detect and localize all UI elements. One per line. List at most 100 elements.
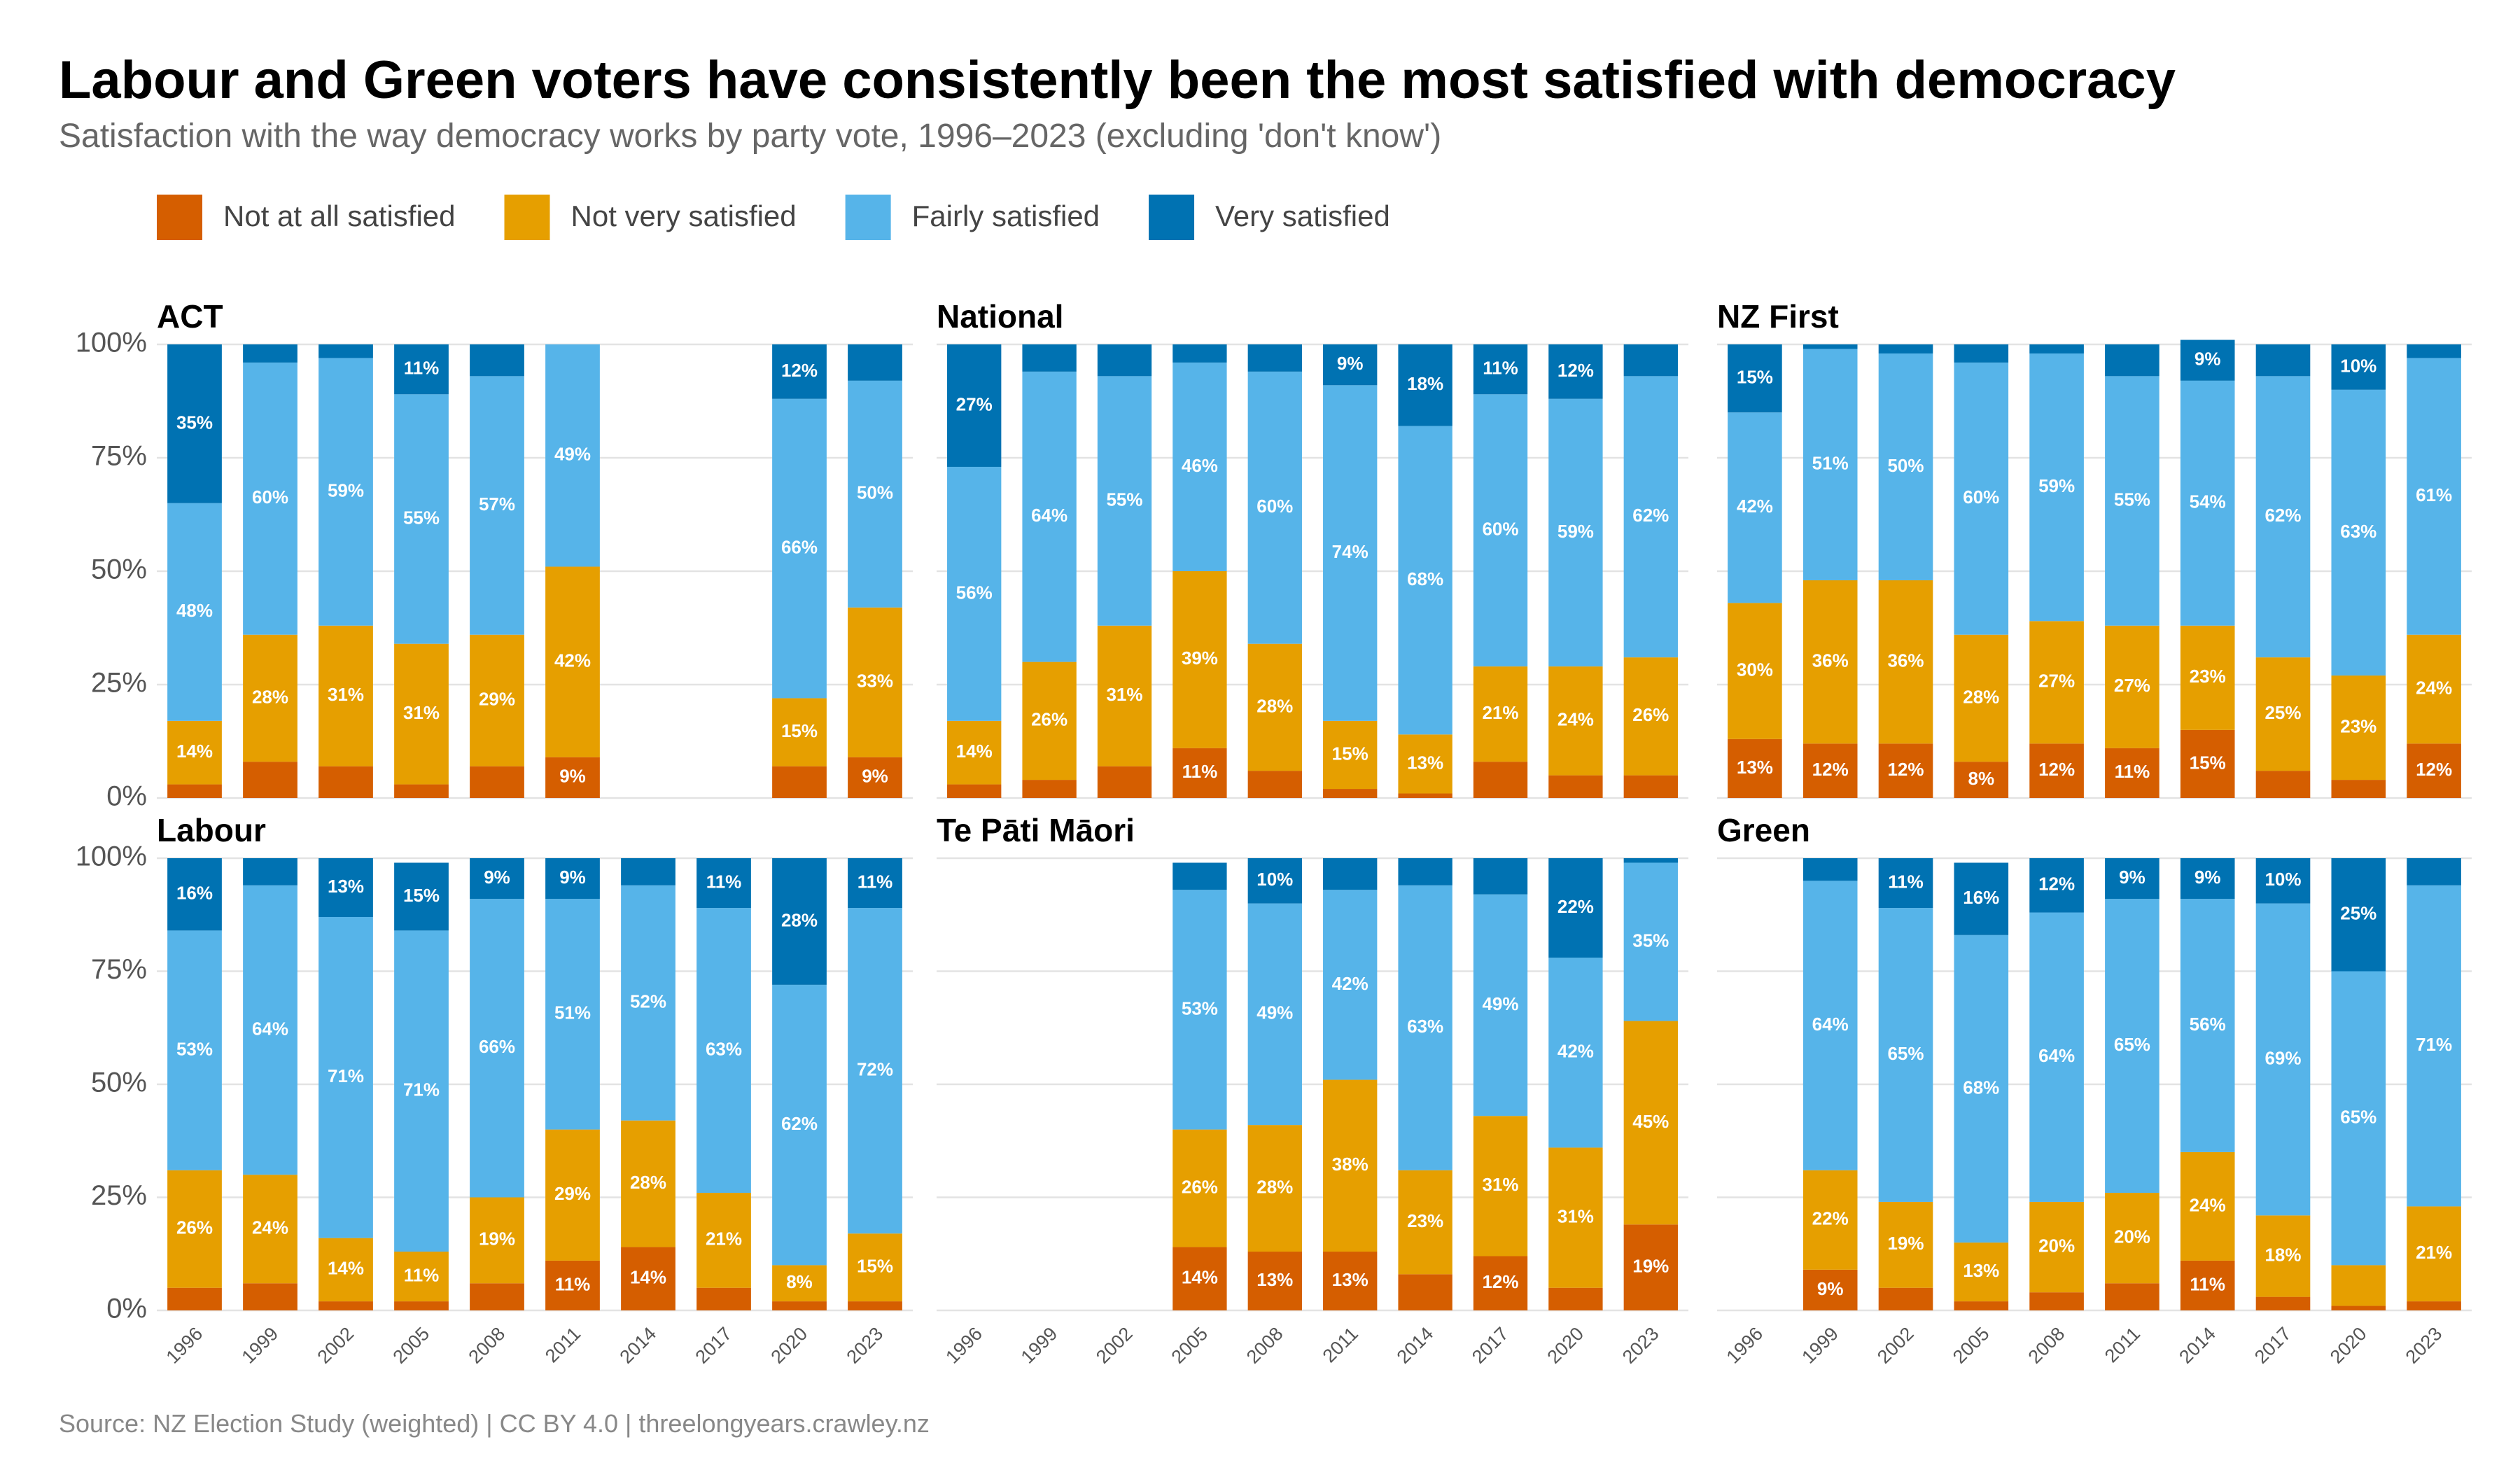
data-label: 18%: [2264, 1244, 2301, 1265]
bar-segment: [394, 394, 449, 644]
bar-segment: [1802, 743, 1858, 798]
data-label: 33%: [857, 671, 893, 692]
bar-segment: [1802, 580, 1858, 744]
data-label: 23%: [1407, 1210, 1443, 1231]
legend-swatch: [845, 195, 891, 240]
bar-segment: [2029, 1292, 2084, 1310]
bar-segment: [470, 766, 524, 798]
bar-segment: [1398, 1274, 1452, 1310]
data-label: 51%: [1812, 453, 1849, 474]
bar-segment: [2105, 858, 2160, 899]
data-label: 23%: [2340, 715, 2376, 736]
bar-segment: [2407, 634, 2461, 744]
y-tick-label: 100%: [76, 841, 147, 872]
bar-segment: [1247, 1125, 1302, 1252]
data-label: 9%: [2194, 867, 2221, 888]
data-label: 20%: [2038, 1235, 2075, 1256]
data-label: 49%: [554, 444, 591, 465]
bar-segment: [1954, 1301, 2009, 1310]
data-label: 15%: [403, 885, 440, 906]
data-label: 26%: [176, 1217, 213, 1238]
bar-segment: [2029, 353, 2084, 622]
data-label: 49%: [1256, 1002, 1293, 1023]
data-label: 59%: [328, 479, 364, 500]
bar-segment: [1172, 344, 1227, 363]
bar-segment: [2255, 1215, 2311, 1297]
bar-segment: [1473, 762, 1528, 798]
bar-segment: [545, 344, 600, 567]
data-label: 12%: [2038, 759, 2075, 780]
bar-segment: [1172, 890, 1227, 1130]
bar-segment: [545, 1129, 600, 1261]
bar-segment: [318, 1238, 373, 1302]
x-tick-label: 2023: [843, 1323, 888, 1368]
bar-segment: [1728, 738, 1782, 798]
bar-segment: [1473, 858, 1528, 895]
data-label: 19%: [1887, 1233, 1924, 1254]
bar-segment: [2407, 743, 2461, 798]
data-label: 25%: [2340, 903, 2376, 924]
data-label: 9%: [1817, 1278, 1844, 1299]
bar-segment: [1323, 1252, 1378, 1310]
bar-segment: [2105, 344, 2160, 377]
bar-segment: [1623, 858, 1678, 863]
bar-segment: [470, 634, 524, 766]
bar-segment: [167, 503, 222, 721]
data-label: 10%: [2340, 355, 2376, 376]
bar-segment: [1097, 376, 1152, 626]
y-tick-label: 100%: [76, 328, 147, 358]
x-tick-label: 2020: [1543, 1323, 1588, 1368]
data-label: 9%: [559, 766, 586, 787]
bar-segment: [2105, 748, 2160, 798]
data-label: 28%: [1963, 686, 1999, 707]
bar-segment: [1802, 1170, 1858, 1270]
bar-segment: [318, 916, 373, 1238]
data-label: 11%: [1888, 871, 1924, 892]
bar-segment: [243, 344, 298, 363]
data-label: 13%: [328, 876, 364, 897]
data-label: 62%: [781, 1113, 818, 1134]
bar-segment: [1728, 412, 1782, 603]
data-label: 27%: [956, 393, 993, 414]
bar-segment: [1623, 657, 1678, 776]
data-label: 66%: [781, 536, 818, 557]
x-tick-label: 2005: [1949, 1323, 1994, 1368]
bar-segment: [2407, 885, 2461, 1207]
bar-segment: [545, 757, 600, 798]
bar-segment: [1623, 1021, 1678, 1225]
bar-segment: [947, 720, 1002, 785]
bar-segment: [2331, 1306, 2386, 1310]
data-label: 11%: [1483, 358, 1518, 379]
bar-segment: [621, 885, 676, 1121]
data-label: 28%: [252, 686, 288, 707]
bar-segment: [1473, 344, 1528, 395]
bar-segment: [1247, 771, 1302, 798]
data-label: 72%: [857, 1058, 893, 1079]
data-label: 55%: [403, 507, 440, 528]
bar-segment: [772, 344, 827, 399]
bar-segment: [1878, 344, 1933, 354]
data-label: 55%: [1106, 489, 1142, 510]
bar-segment: [1247, 643, 1302, 771]
bar-segment: [2255, 344, 2311, 377]
data-label: 9%: [2119, 867, 2146, 888]
y-tick-label: 25%: [91, 1180, 147, 1211]
bar-segment: [2105, 899, 2160, 1194]
data-label: 24%: [2416, 677, 2452, 698]
bar-segment: [1954, 934, 2009, 1243]
bar-segment: [621, 1120, 676, 1247]
bar-segment: [1878, 580, 1933, 744]
bar-segment: [167, 1170, 222, 1288]
data-label: 42%: [554, 650, 591, 671]
x-tick-label: 2014: [2175, 1323, 2220, 1368]
bar-segment: [2255, 657, 2311, 771]
bar-segment: [167, 1287, 222, 1310]
bar-segment: [1398, 885, 1452, 1170]
bar-segment: [848, 1233, 902, 1302]
bar-segment: [848, 607, 902, 757]
bar-segment: [2255, 1296, 2311, 1310]
data-label: 36%: [1812, 650, 1849, 671]
legend-swatch: [157, 195, 202, 240]
bar-segment: [848, 344, 902, 381]
